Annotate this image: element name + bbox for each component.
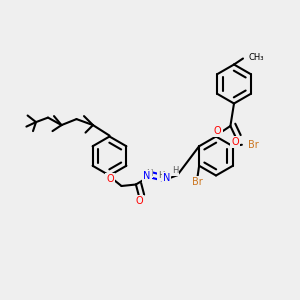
Text: N: N	[143, 171, 151, 181]
Text: CH₃: CH₃	[248, 52, 264, 62]
Text: H: H	[172, 166, 178, 175]
Text: Br: Br	[192, 177, 203, 187]
Text: O: O	[214, 126, 222, 136]
Text: O: O	[106, 174, 114, 184]
Text: N: N	[163, 173, 170, 183]
Text: H: H	[158, 171, 165, 180]
Text: H: H	[146, 169, 152, 178]
Text: O: O	[231, 137, 239, 147]
Text: O: O	[136, 196, 143, 206]
Text: Br: Br	[248, 140, 259, 150]
